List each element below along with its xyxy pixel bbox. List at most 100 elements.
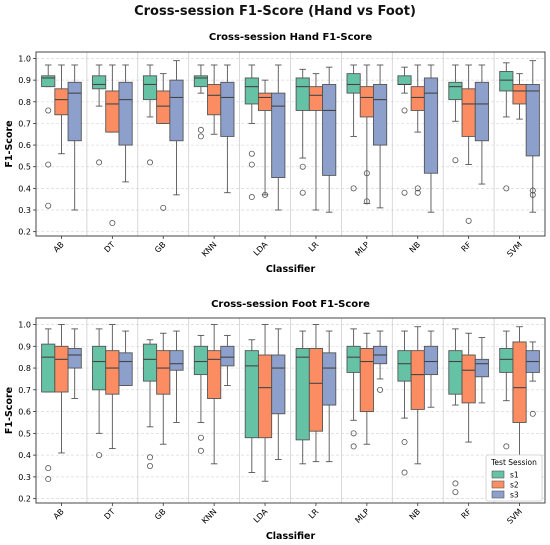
outlier-point [160,204,167,211]
x-tick-label: KNN [200,240,219,259]
legend-swatch-s1 [491,470,505,479]
x-tick-label: SVM [505,507,524,526]
box-s2 [461,354,476,404]
box-s3 [67,81,82,142]
x-tick-label: LDA [252,240,270,258]
outlier-point [45,465,52,472]
box-s1 [244,77,259,105]
y-tick-label: 0.9 [18,76,31,85]
y-tick-label: 0.8 [18,364,31,373]
outlier-point [248,194,255,201]
x-tick-label: NB [408,507,422,521]
outlier-point [503,185,510,192]
outlier-point [401,439,408,446]
outlier-point [147,454,154,461]
x-tick-label: KNN [200,507,219,526]
box-s3 [67,348,82,369]
outlier-point [465,217,472,224]
outlier-point [197,447,204,454]
box-s2 [207,84,222,116]
outlier-point [299,189,306,196]
outlier-point [414,185,421,192]
x-tick-label: NB [408,240,422,254]
box-s2 [461,88,476,137]
outlier-point [363,198,370,205]
box-s3 [423,77,439,174]
box-s1 [92,345,107,391]
box-s1 [193,75,208,88]
box-s1 [346,73,361,94]
outlier-point [96,159,103,166]
box-s1 [92,75,107,90]
x-tick-label: DT [103,507,117,521]
box-s2 [54,345,69,393]
y-tick-label: 0.5 [18,163,31,172]
box-s1 [41,75,56,88]
axes-frame [35,317,546,504]
outlier-point [401,189,408,196]
box-s2 [512,341,527,423]
box-s3 [118,81,133,146]
legend-title: Test Session [490,458,537,467]
outlier-point [147,159,154,166]
outlier-point [350,185,357,192]
outlier-point [401,107,408,114]
box-s2 [257,354,273,439]
outlier-point [197,434,204,441]
box-s1 [499,348,514,373]
box-s2 [410,86,425,111]
outlier-point [452,157,459,164]
panel-title: Cross-session Foot F1-Score [211,299,370,310]
box-s2 [512,84,527,105]
x-tick-label: AB [52,240,66,254]
y-tick-label: 0.3 [18,473,31,482]
y-tick-label: 0.8 [18,98,31,107]
x-tick-label: AB [52,507,66,521]
box-s2 [359,348,374,413]
box-s1 [193,345,208,376]
panel-title: Cross-session Hand F1-Score [209,32,372,43]
y-tick-label: 0.7 [18,386,31,395]
x-axis-label: Classifier [266,264,316,275]
box-s3 [169,79,184,142]
box-s3 [220,345,235,367]
y-tick-label: 0.4 [18,184,31,193]
box-s1 [244,350,259,439]
box-s3 [423,345,439,376]
box-s1 [142,75,158,101]
box-s3 [525,84,540,157]
x-tick-label: LR [307,507,321,521]
x-tick-label: RF [460,240,474,254]
y-axis-label: F1-Score [4,120,15,167]
outlier-point [45,202,52,209]
box-s3 [118,352,133,386]
x-tick-label: GB [153,240,168,255]
outlier-point [248,161,255,168]
box-s3 [474,358,489,378]
outlier-point [529,410,536,417]
outlier-point [350,443,357,450]
y-tick-label: 0.4 [18,451,31,460]
box-s2 [359,86,374,118]
box-s2 [156,350,171,395]
legend-label-s2: s2 [510,481,519,490]
outlier-point [350,430,357,437]
box-s1 [346,345,361,373]
box-s2 [308,348,324,432]
y-tick-label: 0.7 [18,119,31,128]
box-s3 [271,92,286,179]
box-s2 [156,90,171,124]
box-s1 [295,348,310,441]
outlier-point [45,476,52,483]
outlier-point [197,133,204,140]
axes-frame [35,51,546,237]
box-s2 [257,92,273,111]
y-tick-label: 0.3 [18,206,31,215]
y-tick-label: 0.2 [18,495,31,504]
y-tick-label: 1.0 [18,321,31,330]
box-s2 [105,350,120,395]
outlier-point [262,191,269,198]
outlier-point [401,469,408,476]
outlier-point [529,187,536,194]
